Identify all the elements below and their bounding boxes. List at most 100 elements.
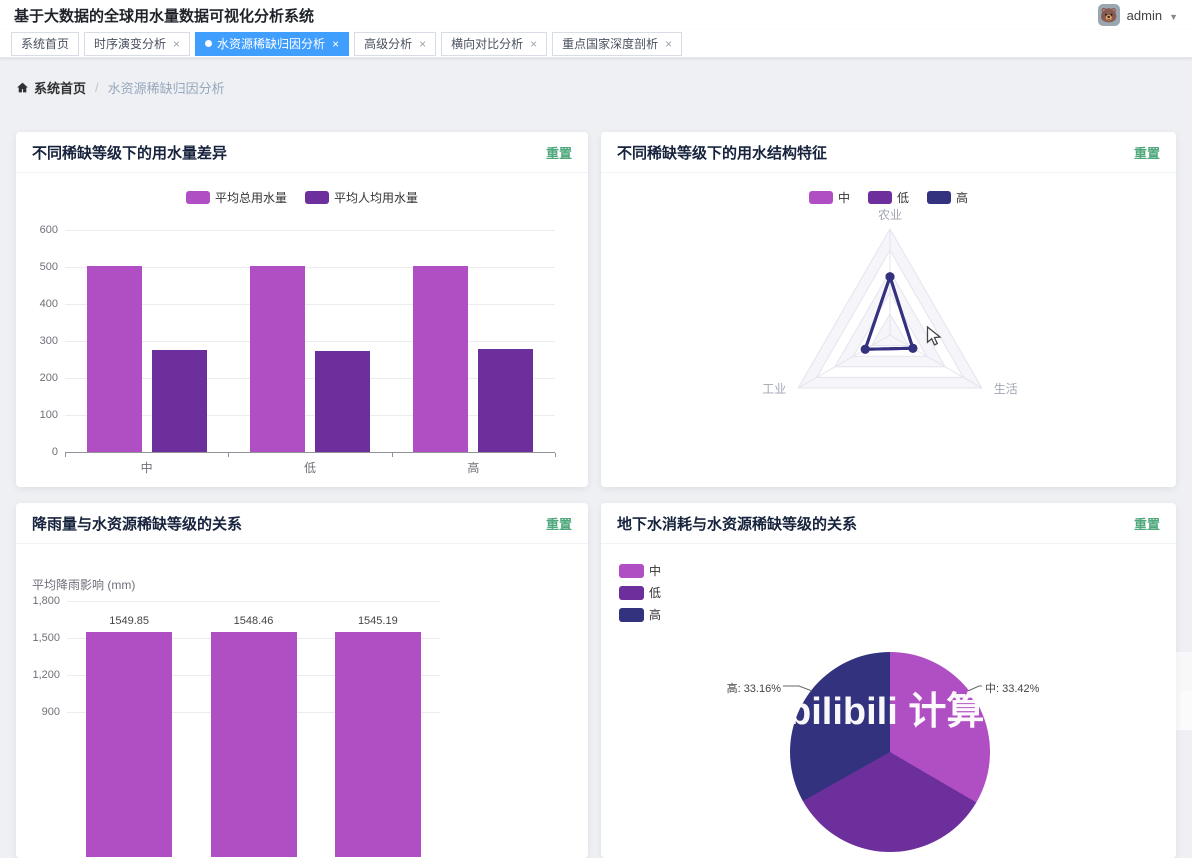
close-icon[interactable]: × — [332, 36, 340, 51]
y-axis-tick: 500 — [39, 261, 58, 273]
x-axis-tickmark — [65, 453, 66, 457]
active-tab-dot — [205, 40, 213, 47]
breadcrumb-home[interactable]: 系统首页 — [16, 78, 86, 97]
pie-label-mid: 中: 33.42% — [985, 683, 1040, 695]
home-icon — [17, 82, 28, 93]
legend-swatch — [927, 191, 951, 204]
card-title: 不同稀缺等级下的用水量差异 — [32, 144, 228, 162]
legend-swatch — [619, 563, 644, 578]
bar-1549.85[interactable] — [86, 631, 173, 857]
legend-label: 低 — [896, 191, 909, 205]
y-axis-tick: 0 — [51, 446, 58, 458]
card-header: 降雨量与水资源稀缺等级的关系 重置 — [16, 503, 588, 544]
legend-item-中[interactable]: 中 — [808, 189, 850, 206]
tab-系统首页[interactable]: 系统首页 — [11, 31, 80, 56]
gridline — [65, 230, 555, 231]
y-axis-tick: 900 — [41, 706, 60, 718]
y-axis-tick: 300 — [39, 335, 58, 347]
chevron-down-icon: ▼ — [1169, 11, 1178, 22]
bar-value-label: 1548.46 — [233, 615, 274, 628]
pie-label-high: 高: 33.16% — [726, 683, 781, 695]
pie-label-line — [967, 685, 982, 692]
bar-低-平均总用水量[interactable] — [250, 265, 305, 452]
breadcrumb-separator: / — [95, 80, 99, 95]
pie-chart[interactable]: 中低高高: 33.16% 中: 33.42% — [601, 544, 1176, 857]
breadcrumb-current: 水资源稀缺归因分析 — [107, 81, 225, 96]
close-icon[interactable]: × — [419, 36, 427, 51]
bar-1548.46[interactable] — [210, 632, 297, 857]
tab-label: 横向对比分析 — [451, 37, 524, 51]
card-title: 不同稀缺等级下的用水结构特征 — [617, 144, 828, 162]
bar-高-平均总用水量[interactable] — [413, 266, 469, 452]
radar-axis-line — [797, 334, 891, 389]
tab-横向对比分析[interactable]: 横向对比分析 × — [441, 31, 548, 56]
reset-button[interactable]: 重置 — [1133, 516, 1160, 532]
tab-时序演变分析[interactable]: 时序演变分析 × — [84, 31, 191, 56]
reset-button[interactable]: 重置 — [1133, 145, 1160, 161]
card-header: 地下水消耗与水资源稀缺等级的关系 重置 — [601, 503, 1176, 544]
card-groundwater-pie: 地下水消耗与水资源稀缺等级的关系 重置 中低高高: 33.16% 中: 33.42… — [601, 503, 1176, 858]
username: admin — [1126, 7, 1163, 23]
x-axis-line — [65, 452, 555, 453]
bar-中-平均总用水量[interactable] — [86, 265, 142, 452]
user-menu[interactable]: 🐻 admin ▼ — [1097, 4, 1178, 26]
close-icon[interactable]: × — [173, 36, 181, 51]
card-title: 降雨量与水资源稀缺等级的关系 — [32, 515, 243, 533]
grouped-bar-chart[interactable]: 平均总用水量 平均人均用水量 0 100 200 300 400 500 600 中 低 高 — [16, 173, 588, 486]
legend-item-中[interactable]: 中 — [619, 562, 661, 579]
legend-swatch — [808, 191, 833, 204]
radar-series-高 — [863, 275, 915, 351]
bar-chart[interactable]: 平均降雨影响 (mm) 1,800 1,500 1,200 900 1549.85 1548… — [16, 544, 588, 857]
close-icon[interactable]: × — [530, 36, 538, 51]
card-rainfall-vs-scarcity: 降雨量与水资源稀缺等级的关系 重置 平均降雨影响 (mm) 1,800 1,500 1… — [16, 503, 588, 858]
reset-button[interactable]: 重置 — [545, 516, 572, 532]
legend-label: 高 — [649, 608, 662, 622]
legend-swatch — [619, 607, 644, 622]
tab-label: 时序演变分析 — [94, 37, 167, 51]
legend-label: 中 — [649, 564, 662, 578]
gridline — [65, 415, 555, 416]
legend-swatch — [305, 191, 329, 204]
legend-item-低[interactable]: 低 — [619, 584, 661, 601]
pie-circle[interactable] — [790, 652, 990, 852]
legend-item-低[interactable]: 低 — [867, 189, 909, 206]
tab-水资源稀缺归因分析[interactable]: 水资源稀缺归因分析 × — [195, 31, 350, 56]
legend-item-高[interactable]: 高 — [619, 606, 661, 623]
radar-indicator-label: 生活 — [994, 382, 1018, 396]
bar-低-平均人均用水量[interactable] — [315, 351, 370, 452]
page-title: 基于大数据的全球用水量数据可视化分析系统 — [14, 7, 315, 25]
radar-point — [860, 344, 870, 354]
radar-chart[interactable]: 中 低 高农业 生活 工业 — [601, 173, 1176, 486]
legend-swatch — [185, 191, 210, 204]
chart-legend: 平均总用水量 平均人均用水量 — [16, 189, 588, 206]
radar-point — [908, 343, 918, 353]
y-axis-tick: 600 — [39, 224, 58, 236]
category-label: 高 — [467, 461, 480, 475]
card-header: 不同稀缺等级下的用水结构特征 重置 — [601, 132, 1176, 173]
tab-重点国家深度剖析[interactable]: 重点国家深度剖析 × — [552, 31, 683, 56]
bar-高-平均人均用水量[interactable] — [478, 349, 534, 452]
card-water-usage-by-scarcity: 不同稀缺等级下的用水量差异 重置 平均总用水量 平均人均用水量 0 100 200 300… — [16, 132, 588, 487]
y-axis-tick: 400 — [39, 298, 58, 310]
reset-button[interactable]: 重置 — [545, 145, 572, 161]
legend-item-高[interactable]: 高 — [927, 189, 968, 206]
y-axis-tick: 1,800 — [32, 595, 60, 607]
y-axis-tick: 1,200 — [32, 669, 60, 681]
bar-1545.19[interactable] — [334, 632, 421, 857]
legend-item-平均总用水量[interactable]: 平均总用水量 — [185, 189, 287, 206]
legend-label: 中 — [837, 191, 850, 205]
legend-item-平均人均用水量[interactable]: 平均人均用水量 — [305, 189, 418, 206]
bar-中-平均人均用水量[interactable] — [151, 349, 207, 452]
tab-label: 系统首页 — [21, 37, 70, 51]
legend-label: 高 — [956, 191, 969, 205]
x-axis-tickmark — [555, 453, 556, 457]
tab-高级分析[interactable]: 高级分析 × — [354, 31, 437, 56]
card-usage-structure-radar: 不同稀缺等级下的用水结构特征 重置 中 低 高农业 生活 工业 — [601, 132, 1176, 487]
close-icon[interactable]: × — [665, 36, 673, 51]
pie-label-line — [783, 685, 813, 692]
tab-label: 重点国家深度剖析 — [562, 37, 659, 51]
avatar[interactable]: 🐻 — [1097, 4, 1120, 26]
chart-legend: 中低高 — [619, 562, 661, 623]
legend-label: 低 — [649, 586, 662, 600]
gridline — [65, 341, 555, 342]
